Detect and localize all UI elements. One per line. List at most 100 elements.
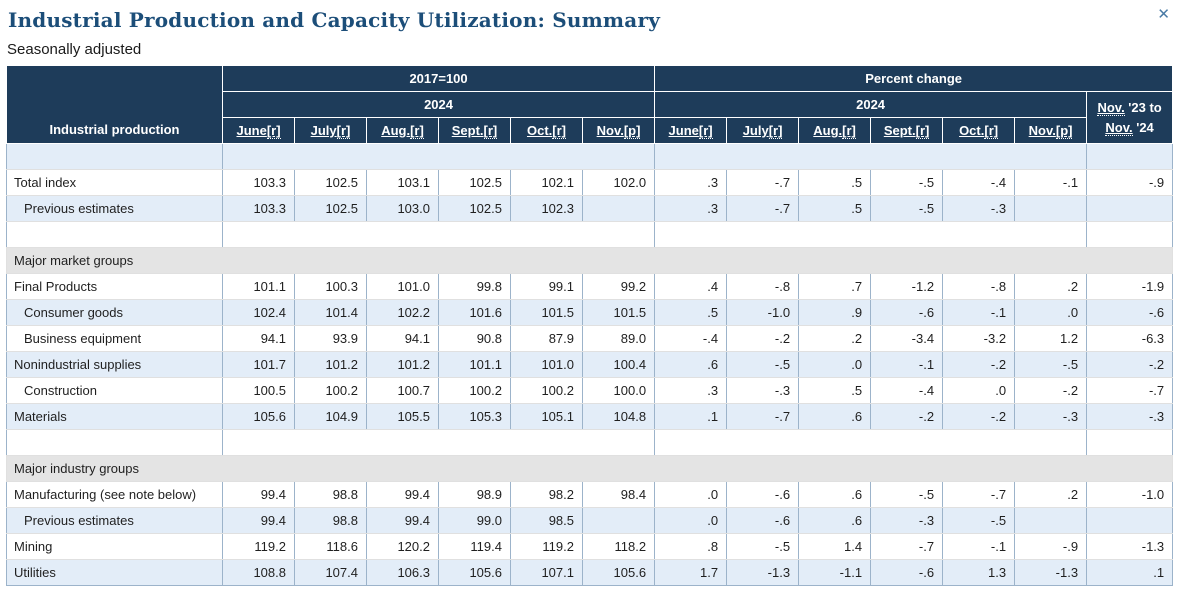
pct-change-cell: -.5 — [726, 533, 800, 560]
row-label: Previous estimates — [6, 507, 223, 534]
table-row: Previous estimates 99.4 98.8 99.4 99.0 98.5.0… — [6, 507, 1174, 534]
index-value-cell: 90.8 — [438, 325, 511, 352]
yoy-change-cell: -6.3 — [1086, 325, 1174, 352]
pct-change-cell: -.6 — [726, 481, 800, 508]
index-value-cell: 89.0 — [581, 325, 656, 352]
spacer-cell — [654, 221, 1088, 248]
column-header-pct-nov[interactable]: Nov.[p] — [1014, 117, 1088, 144]
year-header-index: 2024 — [221, 91, 656, 118]
month-link: Oct. — [526, 123, 553, 138]
column-header-pct-aug[interactable]: Aug.[r] — [798, 117, 872, 144]
pct-change-cell: -.8 — [726, 273, 800, 300]
spacer-row — [6, 429, 1174, 456]
revision-flag: [p] — [623, 123, 641, 139]
group-header-index-2017-100: 2017=100 — [221, 65, 656, 92]
month-link: June — [236, 123, 267, 138]
index-value-cell: 101.5 — [581, 299, 656, 326]
pct-change-cell: -3.2 — [942, 325, 1016, 352]
column-header-pct-june[interactable]: June[r] — [654, 117, 728, 144]
index-value-cell: 102.0 — [581, 169, 656, 196]
revision-flag: [r] — [915, 123, 930, 139]
yoy-change-cell: -.6 — [1086, 299, 1174, 326]
revision-flag: [r] — [336, 123, 351, 139]
row-label: Final Products — [6, 273, 223, 300]
index-value-cell: 102.2 — [366, 299, 439, 326]
column-header-index-july[interactable]: July[r] — [294, 117, 367, 144]
month-link: July — [742, 123, 769, 138]
index-value-cell: 100.4 — [581, 351, 656, 378]
yoy-change-cell — [1086, 195, 1174, 222]
pct-change-cell: 1.4 — [798, 533, 872, 560]
column-header-index-june[interactable]: June[r] — [222, 117, 295, 144]
pct-change-cell: .0 — [798, 351, 872, 378]
column-header-index-oct[interactable]: Oct.[r] — [510, 117, 583, 144]
index-value-cell: 103.3 — [222, 169, 295, 196]
index-value-cell: 105.3 — [438, 403, 511, 430]
index-value-cell: 100.2 — [510, 377, 583, 404]
pct-change-cell: .2 — [798, 325, 872, 352]
nov-tooltip-link[interactable]: Nov. — [1097, 100, 1125, 116]
column-header-pct-oct[interactable]: Oct.[r] — [942, 117, 1016, 144]
pct-change-cell: 1.2 — [1014, 325, 1088, 352]
index-value-cell: 94.1 — [222, 325, 295, 352]
column-header-pct-sept[interactable]: Sept.[r] — [870, 117, 944, 144]
column-header-index-nov[interactable]: Nov.[p] — [581, 117, 656, 144]
pct-change-cell: -.2 — [942, 403, 1016, 430]
pct-change-cell: -.6 — [726, 507, 800, 534]
year-header-pct: 2024 — [654, 91, 1088, 118]
pct-change-cell: .9 — [798, 299, 872, 326]
column-header-index-aug[interactable]: Aug.[r] — [366, 117, 439, 144]
yoy-change-cell: -1.9 — [1086, 273, 1174, 300]
revision-flag: [r] — [768, 123, 783, 139]
month-link: Aug. — [813, 123, 843, 138]
index-value-cell: 119.2 — [222, 533, 295, 560]
row-label: Consumer goods — [6, 299, 223, 326]
column-header-nov23-to-nov24[interactable]: Nov. '23 to Nov. '24 — [1086, 91, 1174, 144]
spacer-cell — [1086, 143, 1174, 170]
pct-change-cell: -.8 — [942, 273, 1016, 300]
index-value-cell: 101.1 — [438, 351, 511, 378]
table-row: Materials 105.6 104.9 105.5 105.3 105.1 104.8.… — [6, 403, 1174, 430]
spacer-cell — [221, 143, 656, 170]
index-value-cell: 100.2 — [438, 377, 511, 404]
pct-change-cell: .0 — [654, 507, 728, 534]
nov-tooltip-link[interactable]: Nov. — [1105, 119, 1133, 136]
pct-change-cell: -1.3 — [1014, 559, 1088, 586]
pct-change-cell: .5 — [654, 299, 728, 326]
table-row: Final Products 101.1 100.3 101.0 99.8 99.1 99.… — [6, 273, 1174, 300]
pct-change-cell: .3 — [654, 377, 728, 404]
index-value-cell: 98.8 — [294, 481, 367, 508]
yoy-change-cell: -.2 — [1086, 351, 1174, 378]
pct-change-cell: .8 — [654, 533, 728, 560]
pct-change-cell: -.9 — [1014, 533, 1088, 560]
index-value-cell: 98.2 — [510, 481, 583, 508]
pct-change-cell: -.2 — [870, 403, 944, 430]
spacer-cell — [6, 221, 223, 248]
column-header-pct-july[interactable]: July[r] — [726, 117, 800, 144]
pct-change-cell: -.3 — [942, 195, 1016, 222]
month-link: Sept. — [883, 123, 916, 138]
revision-flag: [r] — [552, 123, 566, 139]
index-value-cell: 106.3 — [366, 559, 439, 586]
pct-change-cell: -.6 — [870, 299, 944, 326]
index-value-cell: 99.4 — [222, 481, 295, 508]
month-link: Sept. — [451, 123, 484, 138]
month-link: Nov. — [1028, 123, 1056, 138]
table-row: Total index 103.3 102.5 103.1 102.5 102.1 102.… — [6, 169, 1174, 196]
index-value-cell — [581, 195, 656, 222]
row-label: Total index — [6, 169, 223, 196]
index-value-cell: 101.7 — [222, 351, 295, 378]
pct-change-cell: -1.3 — [726, 559, 800, 586]
pct-change-cell: -1.1 — [798, 559, 872, 586]
yoy-change-cell: -1.3 — [1086, 533, 1174, 560]
index-value-cell: 104.8 — [581, 403, 656, 430]
pct-change-cell: -.5 — [726, 351, 800, 378]
pct-change-cell: .5 — [798, 195, 872, 222]
column-header-index-sept[interactable]: Sept.[r] — [438, 117, 511, 144]
pct-change-cell: -.2 — [1014, 377, 1088, 404]
pct-change-cell — [1014, 195, 1088, 222]
pct-change-cell: -.6 — [870, 559, 944, 586]
close-icon[interactable]: ✕ — [1157, 5, 1170, 23]
index-value-cell: 101.0 — [366, 273, 439, 300]
yoy-change-cell: .1 — [1086, 559, 1174, 586]
